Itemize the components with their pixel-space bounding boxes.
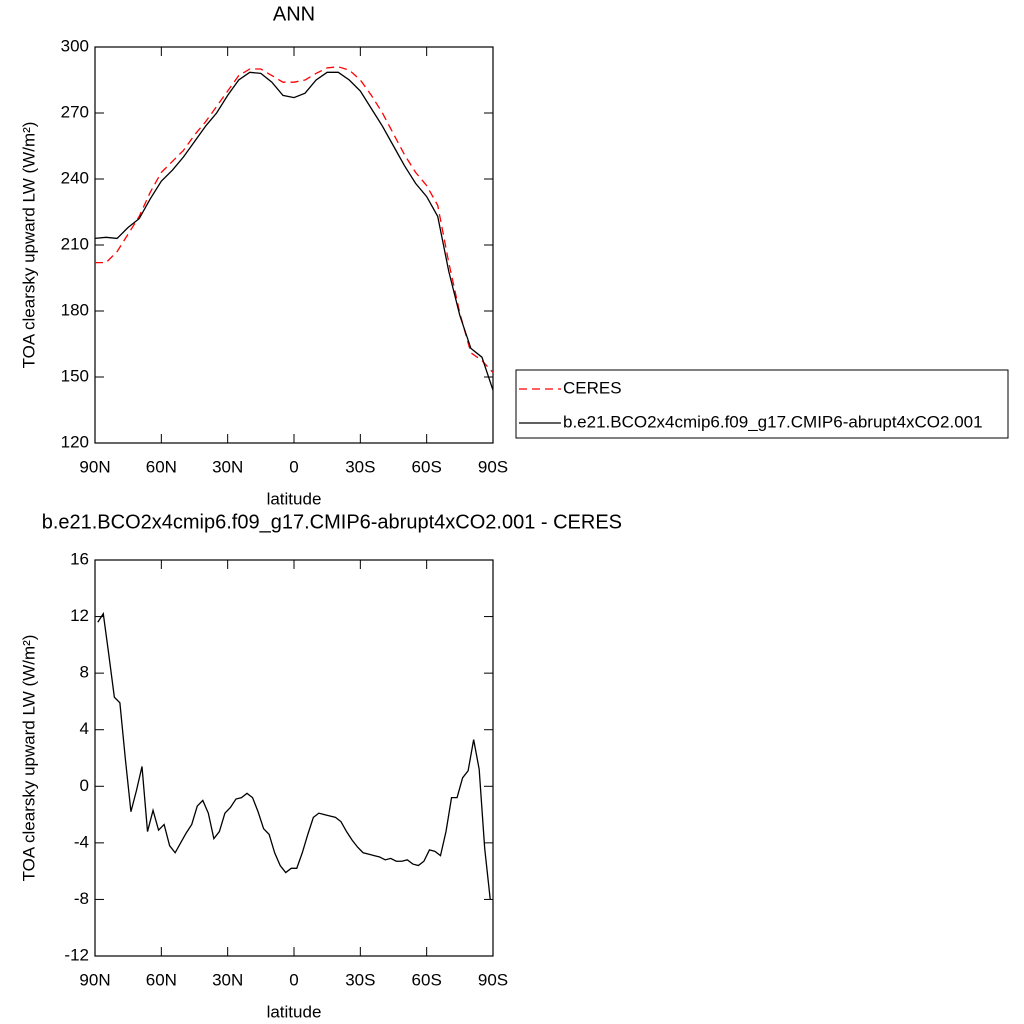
y-tick-label: 210 — [61, 234, 89, 253]
chart-title: ANN — [273, 3, 315, 25]
y-tick-label: 150 — [61, 366, 89, 385]
y-axis-label: TOA clearsky upward LW (W/m²) — [19, 635, 38, 882]
legend-box — [515, 369, 1009, 439]
y-tick-label: 4 — [80, 719, 89, 738]
y-tick-label: -12 — [64, 945, 89, 964]
plot-frame — [94, 559, 494, 957]
y-tick-label: 300 — [61, 36, 89, 55]
legend-label: CERES — [563, 378, 622, 397]
x-tick-label: 30S — [345, 457, 375, 476]
legend: CERES b.e21.BCO2x4cmip6.f09_g17.CMIP6-abr… — [515, 369, 1009, 439]
y-tick-label: 16 — [70, 549, 89, 568]
x-tick-label: 90S — [478, 457, 508, 476]
x-axis-label: latitude — [267, 489, 322, 508]
y-tick-label: -4 — [74, 832, 89, 851]
plot-frame — [94, 46, 494, 444]
x-tick-label: 60S — [412, 457, 442, 476]
y-tick-label: 120 — [61, 432, 89, 451]
y-tick-label: 270 — [61, 102, 89, 121]
x-tick-label: 30N — [212, 970, 243, 989]
x-tick-label: 90N — [79, 970, 110, 989]
y-axis-label: TOA clearsky upward LW (W/m²) — [19, 122, 38, 369]
x-tick-label: 0 — [289, 457, 298, 476]
x-tick-label: 30S — [345, 970, 375, 989]
y-tick-label: -8 — [74, 889, 89, 908]
y-tick-label: 12 — [70, 606, 89, 625]
y-tick-label: 8 — [80, 663, 89, 682]
x-tick-label: 90N — [79, 457, 110, 476]
x-tick-label: 60S — [412, 970, 442, 989]
x-tick-label: 0 — [289, 970, 298, 989]
chart-title: b.e21.BCO2x4cmip6.f09_g17.CMIP6-abrupt4x… — [42, 511, 622, 533]
y-tick-label: 0 — [80, 776, 89, 795]
y-tick-label: 240 — [61, 168, 89, 187]
x-axis-label: latitude — [267, 1002, 322, 1021]
x-tick-label: 30N — [212, 457, 243, 476]
x-tick-label: 60N — [146, 457, 177, 476]
data-line — [94, 71, 494, 391]
data-line — [97, 611, 491, 900]
legend-label: b.e21.BCO2x4cmip6.f09_g17.CMIP6-abrupt4x… — [563, 412, 983, 431]
x-tick-label: 60N — [146, 970, 177, 989]
x-tick-label: 90S — [478, 970, 508, 989]
y-tick-label: 180 — [61, 300, 89, 319]
data-line — [95, 66, 494, 374]
